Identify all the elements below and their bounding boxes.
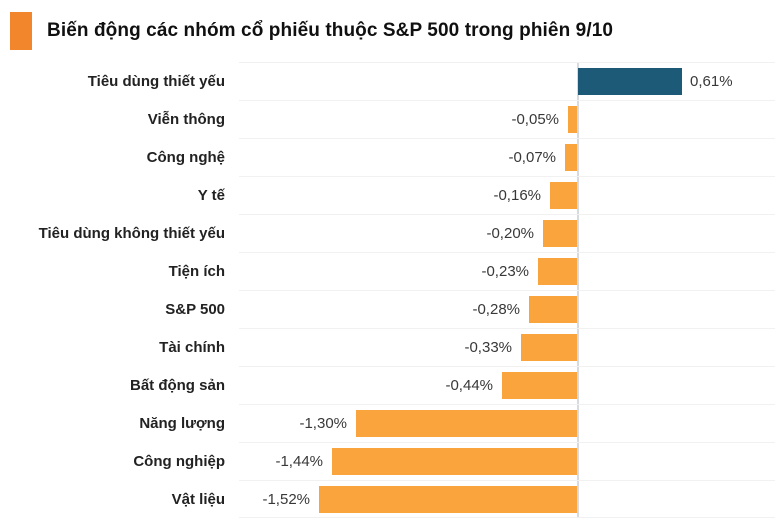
category-label: Bất động sản [129,376,225,394]
category-label: Tài chính [159,338,225,356]
value-label: -0,05% [511,111,559,128]
plot-cell: -0,44% [239,366,775,404]
value-label: -0,20% [486,225,534,242]
bar [543,220,577,247]
bar [319,486,577,513]
chart-row: Công nghiệp -1,44% [0,442,775,480]
chart-row: Vật liệu -1,52% [0,480,775,518]
chart-row: Tiện ích -0,23% [0,252,775,290]
category-label: Tiêu dùng thiết yếu [87,72,225,90]
bar [568,106,577,133]
value-label: 0,61% [690,73,733,90]
chart-row: Bất động sản -0,44% [0,366,775,404]
category-label: Vật liệu [171,490,225,508]
bar [550,182,577,209]
plot-cell: -0,05% [239,100,775,138]
category-label: Công nghiệp [133,452,225,470]
category-label: Công nghệ [146,148,225,166]
plot-cell: -0,20% [239,214,775,252]
chart-row: Tiêu dùng thiết yếu 0,61% [0,62,775,100]
category-label: Viễn thông [147,110,225,128]
chart-row: Y tế -0,16% [0,176,775,214]
category-label: Năng lượng [139,414,225,432]
bar [538,258,577,285]
value-label: -0,33% [464,339,512,356]
category-label: S&P 500 [165,300,225,318]
value-label: -0,44% [445,377,493,394]
plot-cell: -1,52% [239,480,775,518]
bar [521,334,577,361]
plot-cell: -0,23% [239,252,775,290]
bar [578,68,682,95]
chart-row: Năng lượng -1,30% [0,404,775,442]
category-label: Y tế [197,186,225,204]
category-label: Tiêu dùng không thiết yếu [38,224,225,242]
chart-row: Công nghệ -0,07% [0,138,775,176]
bar [565,144,577,171]
bar [332,448,577,475]
bar-chart: Tiêu dùng thiết yếu 0,61% Viễn thông -0,05%… [0,62,775,518]
plot-cell: -1,44% [239,442,775,480]
plot-cell: -0,28% [239,290,775,328]
bar [502,372,577,399]
value-label: -0,16% [493,187,541,204]
plot-cell: -0,07% [239,138,775,176]
chart-row: Viễn thông -0,05% [0,100,775,138]
chart-row: Tài chính -0,33% [0,328,775,366]
chart-row: Tiêu dùng không thiết yếu -0,20% [0,214,775,252]
plot-cell: -1,30% [239,404,775,442]
plot-cell: -0,33% [239,328,775,366]
value-label: -1,52% [262,490,310,508]
value-label: -1,30% [299,415,347,432]
category-label: Tiện ích [168,262,225,280]
plot-cell: -0,16% [239,176,775,214]
plot-cell: 0,61% [239,62,775,100]
chart-rows: Tiêu dùng thiết yếu 0,61% Viễn thông -0,05%… [0,62,775,518]
title-accent-square [10,12,32,50]
bar [529,296,577,323]
value-label: -0,23% [481,263,529,280]
value-label: -1,44% [275,453,323,470]
value-label: -0,28% [472,301,520,318]
value-label: -0,07% [508,149,556,166]
chart-title: Biến động các nhóm cổ phiếu thuộc S&P 50… [47,20,614,41]
bar [356,410,577,437]
chart-header: Biến động các nhóm cổ phiếu thuộc S&P 50… [0,0,775,52]
chart-row: S&P 500 -0,28% [0,290,775,328]
